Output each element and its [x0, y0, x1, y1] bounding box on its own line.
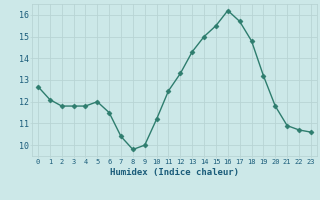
X-axis label: Humidex (Indice chaleur): Humidex (Indice chaleur) [110, 168, 239, 177]
